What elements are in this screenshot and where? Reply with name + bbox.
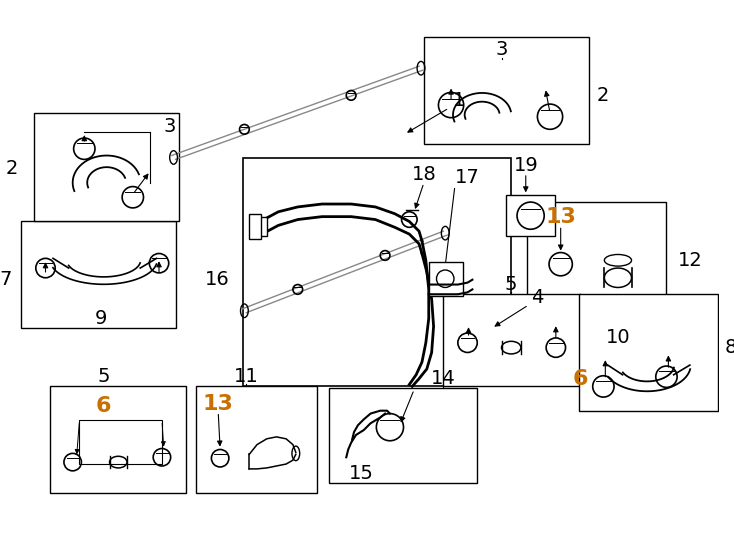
Text: 14: 14: [431, 369, 456, 388]
Text: 6: 6: [96, 396, 112, 416]
Bar: [51, 387, 186, 493]
Text: 5: 5: [505, 275, 517, 294]
Text: 7: 7: [0, 270, 12, 289]
Bar: [429, 262, 462, 296]
Text: 17: 17: [455, 168, 480, 187]
Text: 13: 13: [203, 394, 233, 414]
Text: 19: 19: [513, 156, 538, 175]
Text: 1: 1: [453, 91, 465, 110]
Text: 18: 18: [412, 165, 436, 185]
Text: 4: 4: [531, 288, 543, 307]
Bar: [244, 158, 511, 387]
Bar: [34, 113, 179, 221]
Text: 6: 6: [573, 369, 588, 389]
Bar: [443, 294, 581, 387]
Bar: [250, 214, 261, 239]
Bar: [424, 37, 589, 144]
Text: 12: 12: [678, 251, 703, 270]
Text: 8: 8: [724, 338, 734, 357]
Text: 15: 15: [349, 464, 374, 483]
Text: 9: 9: [95, 309, 107, 328]
Text: 2: 2: [6, 159, 18, 178]
Bar: [196, 387, 317, 493]
Bar: [329, 388, 477, 483]
Text: 11: 11: [234, 367, 258, 386]
Bar: [527, 202, 666, 328]
Text: 16: 16: [205, 270, 230, 289]
Text: 5: 5: [98, 367, 110, 386]
Bar: [21, 221, 176, 328]
Text: 13: 13: [545, 207, 576, 227]
Bar: [506, 195, 555, 236]
Text: 3: 3: [495, 40, 508, 59]
Text: 3: 3: [164, 117, 176, 136]
Text: 2: 2: [597, 86, 609, 105]
Text: 10: 10: [606, 328, 631, 347]
Bar: [79, 420, 162, 464]
Bar: [257, 217, 266, 236]
Bar: [579, 294, 718, 411]
